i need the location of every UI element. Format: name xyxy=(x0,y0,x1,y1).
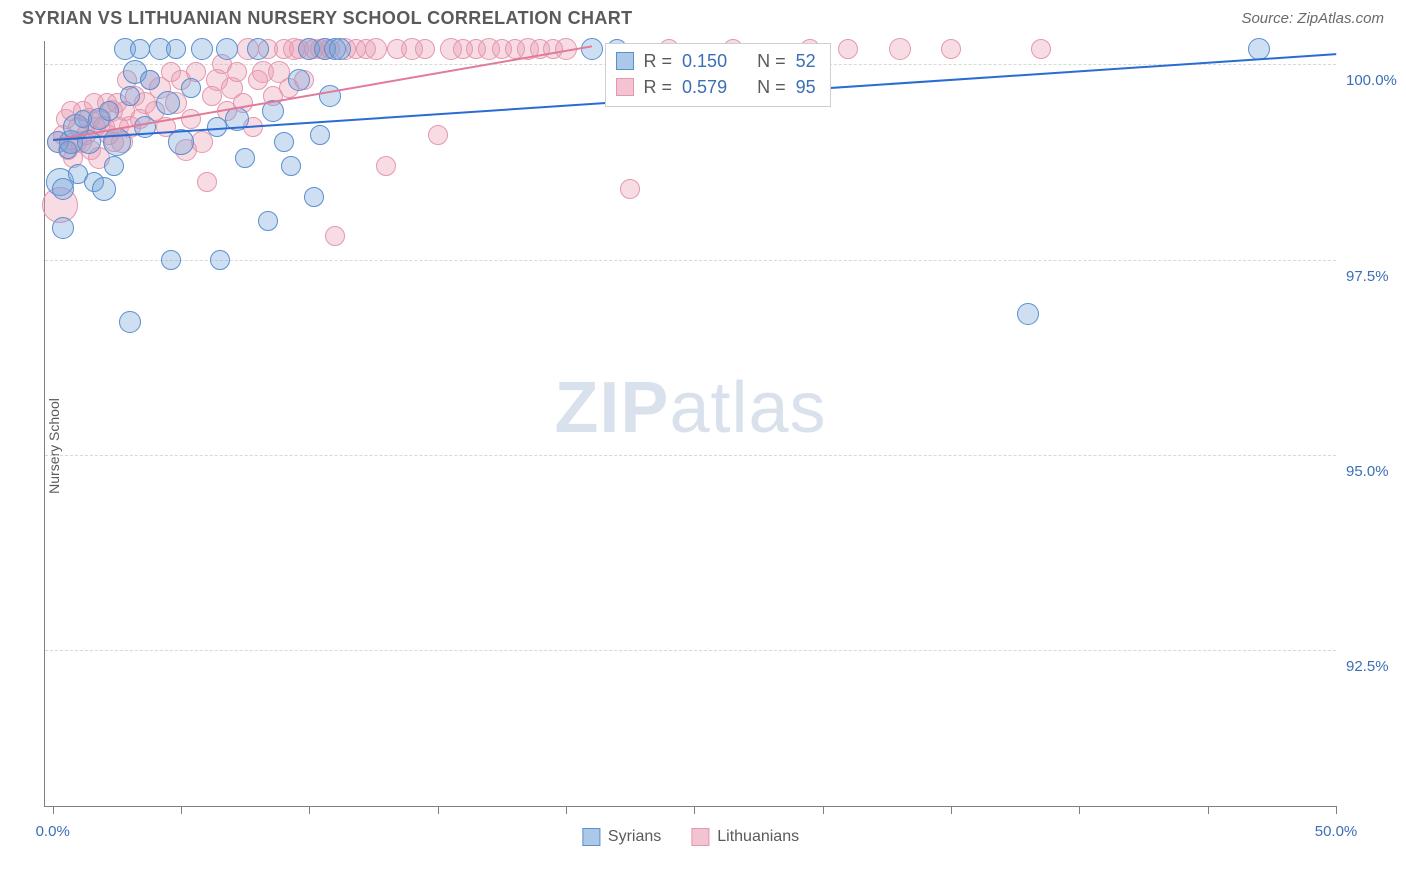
scatter-point xyxy=(274,132,294,152)
scatter-point xyxy=(181,109,201,129)
scatter-point xyxy=(288,69,310,91)
scatter-point xyxy=(216,38,238,60)
legend-label: Syrians xyxy=(608,828,661,846)
scatter-point xyxy=(197,172,217,192)
scatter-point xyxy=(52,178,74,200)
square-icon xyxy=(616,52,634,70)
scatter-point xyxy=(92,177,116,201)
stats-box: R = 0.150 N = 52R = 0.579 N = 95 xyxy=(605,43,831,107)
x-tick xyxy=(1208,806,1209,814)
y-tick-label: 92.5% xyxy=(1346,658,1389,675)
stats-row-b: R = 0.579 N = 95 xyxy=(616,74,816,100)
scatter-point xyxy=(581,38,603,60)
y-tick-label: 95.0% xyxy=(1346,463,1389,480)
scatter-point xyxy=(168,129,194,155)
scatter-point xyxy=(310,125,330,145)
scatter-point xyxy=(304,187,324,207)
x-tick xyxy=(694,806,695,814)
scatter-point xyxy=(838,39,858,59)
x-tick xyxy=(823,806,824,814)
x-tick-label: 50.0% xyxy=(1315,823,1358,840)
x-tick xyxy=(951,806,952,814)
scatter-point xyxy=(365,38,387,60)
scatter-point xyxy=(941,39,961,59)
scatter-point xyxy=(889,38,911,60)
scatter-point xyxy=(329,38,351,60)
scatter-point xyxy=(161,250,181,270)
scatter-point xyxy=(415,39,435,59)
x-tick-label: 0.0% xyxy=(36,823,70,840)
scatter-point xyxy=(104,156,124,176)
scatter-point xyxy=(325,226,345,246)
legend-item-syrians: Syrians xyxy=(582,828,661,846)
plot-box: ZIPatlas Syrians Lithuanians 100.0%97.5%… xyxy=(44,41,1336,807)
watermark-bold: ZIP xyxy=(554,368,669,448)
scatter-point xyxy=(120,86,140,106)
x-tick xyxy=(309,806,310,814)
scatter-point xyxy=(191,38,213,60)
y-tick-label: 97.5% xyxy=(1346,268,1389,285)
scatter-point xyxy=(319,85,341,107)
scatter-point xyxy=(620,179,640,199)
square-icon xyxy=(582,828,600,846)
gridline xyxy=(45,260,1336,261)
scatter-point xyxy=(140,70,160,90)
x-tick xyxy=(438,806,439,814)
scatter-point xyxy=(1017,303,1039,325)
legend: Syrians Lithuanians xyxy=(582,828,799,846)
scatter-point xyxy=(1031,39,1051,59)
scatter-point xyxy=(181,78,201,98)
scatter-point xyxy=(99,101,119,121)
y-tick-label: 100.0% xyxy=(1346,72,1397,89)
x-tick xyxy=(181,806,182,814)
scatter-point xyxy=(156,91,180,115)
x-tick xyxy=(566,806,567,814)
x-tick xyxy=(1079,806,1080,814)
scatter-point xyxy=(103,128,131,156)
gridline xyxy=(45,455,1336,456)
gridline xyxy=(45,650,1336,651)
chart-title: SYRIAN VS LITHUANIAN NURSERY SCHOOL CORR… xyxy=(22,8,633,29)
chart-area: Nursery School ZIPatlas Syrians Lithuani… xyxy=(0,33,1406,859)
scatter-point xyxy=(258,211,278,231)
square-icon xyxy=(691,828,709,846)
scatter-point xyxy=(227,62,247,82)
scatter-point xyxy=(130,39,150,59)
chart-header: SYRIAN VS LITHUANIAN NURSERY SCHOOL CORR… xyxy=(0,0,1406,33)
scatter-point xyxy=(1248,38,1270,60)
x-tick xyxy=(1336,806,1337,814)
scatter-point xyxy=(52,217,74,239)
x-tick xyxy=(53,806,54,814)
scatter-point xyxy=(210,250,230,270)
scatter-point xyxy=(119,311,141,333)
legend-item-lithuanians: Lithuanians xyxy=(691,828,799,846)
scatter-point xyxy=(376,156,396,176)
scatter-point xyxy=(235,148,255,168)
scatter-point xyxy=(281,156,301,176)
watermark: ZIPatlas xyxy=(554,367,826,449)
stats-row-a: R = 0.150 N = 52 xyxy=(616,48,816,74)
scatter-point xyxy=(428,125,448,145)
scatter-point xyxy=(166,39,186,59)
scatter-point xyxy=(247,38,269,60)
watermark-rest: atlas xyxy=(669,368,826,448)
square-icon xyxy=(616,78,634,96)
chart-source: Source: ZipAtlas.com xyxy=(1241,10,1384,27)
legend-label: Lithuanians xyxy=(717,828,799,846)
